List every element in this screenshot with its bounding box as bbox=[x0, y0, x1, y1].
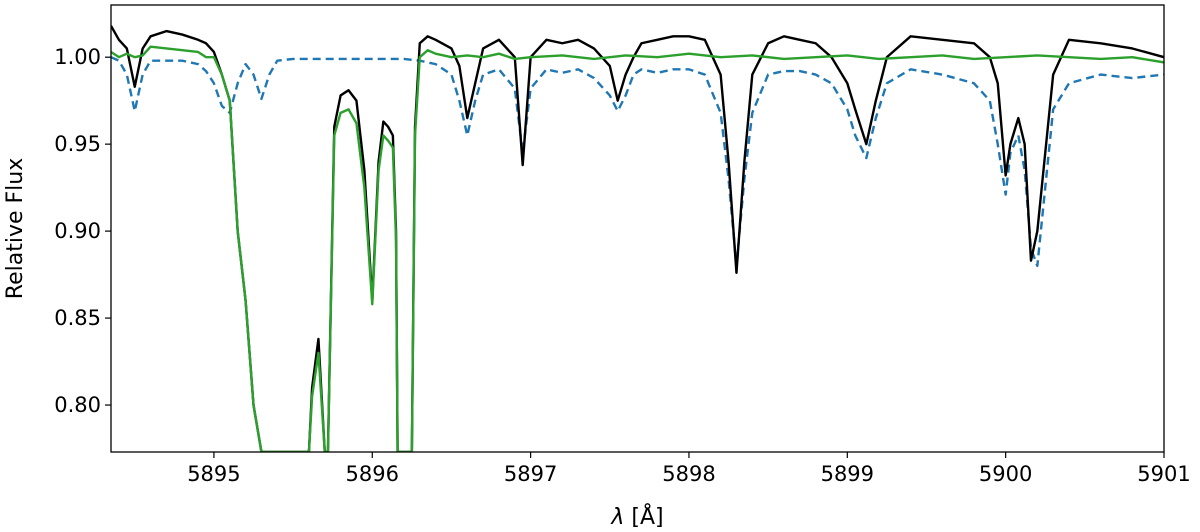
y-tick-label: 1.00 bbox=[54, 45, 101, 69]
series-line-0 bbox=[111, 56, 1164, 268]
series-line-2 bbox=[111, 45, 1164, 452]
x-tick-label: 5898 bbox=[662, 462, 715, 486]
x-tick-label: 5900 bbox=[979, 462, 1032, 486]
x-axis-unit: [Å] bbox=[631, 503, 663, 530]
x-tick-label: 5899 bbox=[821, 462, 874, 486]
x-axis: 5895 5896 5897 5898 5899 5900 5901 bbox=[187, 452, 1191, 486]
y-axis: 0.80 0.85 0.90 0.95 1.00 bbox=[54, 45, 111, 417]
x-tick-label: 5895 bbox=[187, 462, 240, 486]
x-tick-label: 5896 bbox=[346, 462, 399, 486]
y-axis-label: Relative Flux bbox=[3, 158, 28, 299]
y-tick-label: 0.95 bbox=[54, 132, 101, 156]
x-tick-label: 5901 bbox=[1137, 462, 1190, 486]
x-axis-symbol: λ bbox=[610, 505, 624, 530]
y-tick-label: 0.80 bbox=[54, 393, 101, 417]
y-tick-label: 0.90 bbox=[54, 219, 101, 243]
plot-frame bbox=[110, 4, 1165, 453]
x-tick-label: 5897 bbox=[504, 462, 557, 486]
y-tick-label: 0.85 bbox=[54, 306, 101, 330]
series-layer bbox=[111, 25, 1164, 452]
series-line-1 bbox=[111, 25, 1164, 452]
x-axis-label: λ [Å] bbox=[610, 503, 663, 530]
